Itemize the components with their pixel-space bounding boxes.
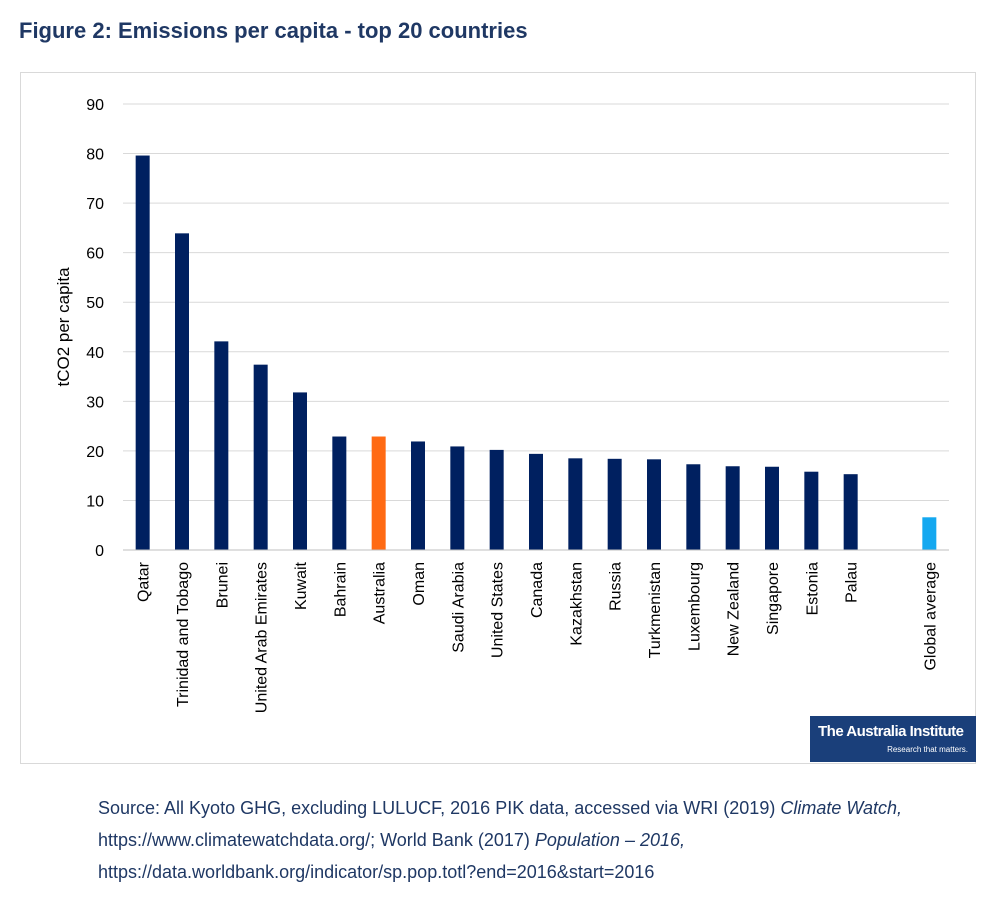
source-italic-2: Population – 2016, <box>534 830 686 850</box>
bar <box>371 436 386 550</box>
bar <box>135 155 150 550</box>
bar <box>686 464 701 550</box>
bar <box>804 471 819 550</box>
bar <box>529 453 543 550</box>
y-tick-label: 30 <box>86 394 104 411</box>
y-tick-label: 90 <box>86 97 104 114</box>
bar <box>214 341 229 550</box>
bar <box>568 458 583 550</box>
x-tick-label: Bahrain <box>332 562 349 617</box>
y-tick-label: 60 <box>86 246 104 263</box>
x-tick-label: Kazakhstan <box>568 562 585 646</box>
bar <box>332 436 347 550</box>
y-tick-label: 10 <box>86 493 104 510</box>
x-tick-label: Palau <box>844 562 861 603</box>
x-tick-label: Canada <box>529 562 546 618</box>
bar <box>411 441 425 550</box>
x-tick-label: United States <box>490 562 507 658</box>
x-tick-label: Singapore <box>765 562 782 635</box>
x-tick-label: Estonia <box>804 562 821 615</box>
source-text-3: https://data.worldbank.org/indicator/sp.… <box>98 862 655 882</box>
bar-chart: 0 10 20 30 40 50 60 70 80 90 tCO2 per capita Qatar T… <box>54 97 949 713</box>
x-tick-label: Oman <box>411 562 428 606</box>
x-tick-label: Qatar <box>136 561 153 602</box>
australia-institute-logo: The Australia Institute Research that ma… <box>810 716 976 762</box>
x-tick-label: Turkmenistan <box>647 562 664 658</box>
bar <box>922 517 937 550</box>
y-tick-label: 40 <box>86 345 104 362</box>
y-tick-label: 70 <box>86 196 104 213</box>
bar <box>843 474 858 550</box>
chart-area: 0 10 20 30 40 50 60 70 80 90 tCO2 per capita Qatar T… <box>20 72 976 764</box>
y-tick-label: 20 <box>86 444 104 461</box>
x-tick-label: Trinidad and Tobago <box>175 562 192 707</box>
bar <box>489 449 504 550</box>
y-tick-label: 80 <box>86 147 104 164</box>
bar <box>450 446 465 550</box>
x-tick-label: Brunei <box>214 562 231 608</box>
x-tick-label: Russia <box>608 562 625 611</box>
bar <box>607 458 622 550</box>
x-tick-label: Global average <box>922 562 939 671</box>
source-text-1: Source: All Kyoto GHG, excluding LULUCF,… <box>98 798 781 818</box>
y-tick-label: 0 <box>95 543 104 560</box>
source-italic-1: Climate Watch, <box>780 798 903 818</box>
x-tick-label: Australia <box>372 562 389 624</box>
y-tick-label: 50 <box>86 295 104 312</box>
bar <box>765 466 779 550</box>
bar <box>293 392 307 550</box>
x-tick-label: Saudi Arabia <box>450 562 467 653</box>
y-axis-title: tCO2 per capita <box>54 267 73 387</box>
x-tick-label: Luxembourg <box>686 562 703 651</box>
bar <box>253 364 268 550</box>
logo-tagline: Research that matters. <box>887 745 968 754</box>
bar <box>725 466 740 550</box>
x-tick-label: Kuwait <box>293 561 310 610</box>
x-tick-label: United Arab Emirates <box>254 562 271 713</box>
source-text-2: https://www.climatewatchdata.org/; World… <box>98 830 535 850</box>
source-note: Source: All Kyoto GHG, excluding LULUCF,… <box>98 792 958 888</box>
x-tick-label: New Zealand <box>726 562 743 656</box>
figure-title: Figure 2: Emissions per capita - top 20 … <box>19 18 528 43</box>
bar <box>175 233 189 550</box>
logo-name: The Australia Institute <box>818 723 964 740</box>
bar <box>647 459 661 550</box>
